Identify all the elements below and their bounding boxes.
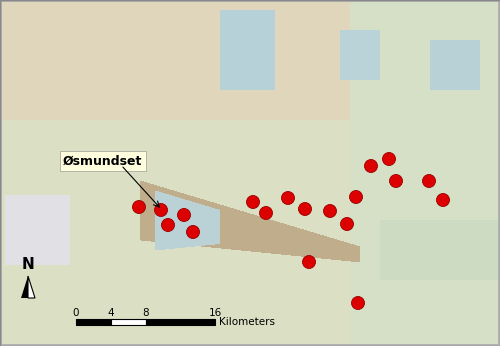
Circle shape: [352, 297, 364, 310]
Circle shape: [302, 255, 316, 268]
Text: 16: 16: [208, 308, 222, 318]
Circle shape: [260, 207, 272, 219]
Circle shape: [282, 191, 294, 204]
Circle shape: [162, 219, 174, 231]
Polygon shape: [28, 276, 35, 298]
Bar: [146, 319, 215, 325]
Circle shape: [154, 203, 168, 217]
Circle shape: [340, 218, 353, 230]
Circle shape: [246, 195, 260, 209]
Circle shape: [364, 160, 378, 173]
Bar: [76, 319, 111, 325]
Text: Øsmundset: Øsmundset: [63, 155, 142, 167]
Circle shape: [324, 204, 336, 218]
Text: Kilometers: Kilometers: [219, 317, 275, 327]
Text: 8: 8: [142, 308, 149, 318]
Circle shape: [132, 200, 145, 213]
Text: 4: 4: [108, 308, 114, 318]
Text: N: N: [22, 257, 35, 272]
Circle shape: [382, 153, 396, 165]
Text: 0: 0: [73, 308, 79, 318]
Circle shape: [390, 174, 402, 188]
Circle shape: [186, 226, 200, 238]
Circle shape: [178, 209, 190, 221]
Circle shape: [298, 202, 312, 216]
Polygon shape: [21, 276, 28, 298]
Circle shape: [350, 191, 362, 203]
Circle shape: [422, 174, 436, 188]
Bar: [111, 319, 146, 325]
Circle shape: [436, 193, 450, 207]
